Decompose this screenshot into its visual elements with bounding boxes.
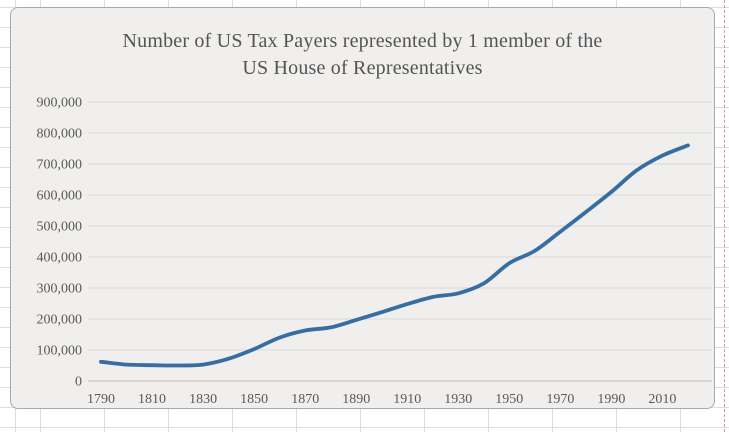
chart-title: Number of US Tax Payers represented by 1… [11,28,714,82]
page-break-indicator [724,0,725,432]
chart-title-line-2: US House of Representatives [242,57,483,79]
chart-title-line-1: Number of US Tax Payers represented by 1… [122,30,603,52]
chart-container[interactable]: Number of US Tax Payers represented by 1… [10,7,715,409]
